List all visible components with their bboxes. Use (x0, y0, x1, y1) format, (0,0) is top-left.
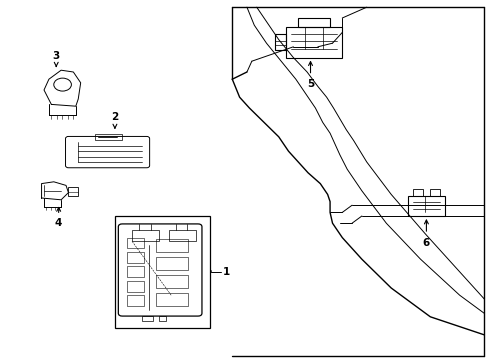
Bar (156, 257, 188, 270)
Bar (275, 34, 285, 50)
Bar (168, 230, 195, 241)
Text: 6: 6 (422, 238, 429, 248)
Bar (127, 295, 144, 306)
Bar (68, 187, 78, 196)
Bar (115, 216, 210, 328)
Bar (407, 196, 444, 216)
Bar (132, 230, 159, 241)
Bar (156, 293, 188, 306)
Bar (142, 316, 152, 321)
Bar (156, 239, 188, 252)
Bar (127, 281, 144, 292)
Text: 1: 1 (222, 267, 229, 277)
Text: 2: 2 (111, 112, 118, 122)
Bar (127, 266, 144, 277)
Bar (429, 189, 439, 196)
Text: 4: 4 (55, 218, 62, 228)
Text: 5: 5 (306, 79, 313, 89)
Bar (95, 134, 122, 140)
Bar (412, 189, 422, 196)
Text: 3: 3 (53, 51, 60, 61)
Bar (127, 252, 144, 263)
Bar (127, 238, 144, 248)
Bar (285, 27, 342, 58)
Bar (156, 275, 188, 288)
Bar (298, 18, 329, 27)
Bar (159, 316, 166, 321)
